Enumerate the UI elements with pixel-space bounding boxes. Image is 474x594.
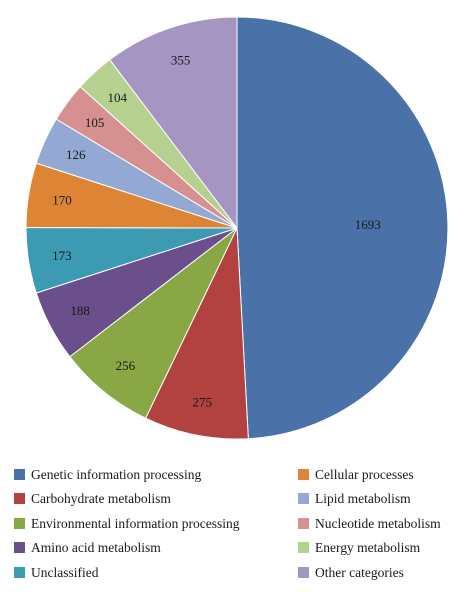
legend-label: Environmental information processing bbox=[31, 515, 240, 531]
pie-slice-genetic-information-processing bbox=[236, 16, 449, 440]
legend-swatch bbox=[298, 468, 309, 480]
legend-label: Amino acid metabolism bbox=[31, 540, 161, 555]
slice-value-label-other-categories: 355 bbox=[171, 52, 191, 67]
legend-label: Nucleotide metabolism bbox=[315, 515, 441, 531]
slice-value-label-amino-acid-metabolism: 188 bbox=[70, 303, 90, 318]
pie-slice-environmental-information-processing bbox=[69, 227, 238, 419]
legend-label: Lipid metabolism bbox=[315, 491, 411, 506]
slice-value-label-nucleotide-metabolism: 105 bbox=[85, 115, 105, 130]
pie-slice-carbohydrate-metabolism bbox=[144, 227, 249, 440]
slice-value-label-energy-metabolism: 104 bbox=[107, 90, 127, 105]
legend-item-environmental-information-processing: Environmental information processing bbox=[14, 511, 298, 536]
legend-item-other-categories: Other categories bbox=[298, 560, 468, 585]
slice-value-label-unclassified: 173 bbox=[52, 248, 72, 263]
legend-label: Energy metabolism bbox=[315, 540, 421, 555]
legend-swatch bbox=[14, 566, 25, 578]
legend-label: Carbohydrate metabolism bbox=[31, 491, 171, 506]
legend-swatch bbox=[298, 566, 309, 578]
chart-legend: Genetic information processing Cellular p… bbox=[14, 462, 470, 585]
legend-swatch bbox=[298, 517, 309, 529]
legend-item-unclassified: Unclassified bbox=[14, 560, 298, 585]
slice-value-label-genetic-information-processing: 1693 bbox=[355, 217, 381, 232]
legend-item-nucleotide-metabolism: Nucleotide metabolism bbox=[298, 511, 468, 536]
pie-slices bbox=[25, 16, 449, 440]
legend-swatch bbox=[14, 493, 25, 505]
legend-item-lipid-metabolism: Lipid metabolism bbox=[298, 487, 468, 512]
legend-swatch bbox=[14, 542, 25, 554]
legend-item-carbohydrate-metabolism: Carbohydrate metabolism bbox=[14, 487, 298, 512]
slice-value-label-environmental-information-processing: 256 bbox=[116, 358, 136, 373]
legend-swatch bbox=[298, 493, 309, 505]
legend-swatch bbox=[14, 517, 25, 529]
legend-item-amino-acid-metabolism: Amino acid metabolism bbox=[14, 536, 298, 561]
legend-item-cellular-processes: Cellular processes bbox=[298, 462, 468, 487]
legend-label: Genetic information processing bbox=[31, 466, 202, 482]
legend-swatch bbox=[298, 542, 309, 554]
pie-slice-other-categories bbox=[109, 16, 238, 230]
slice-value-label-lipid-metabolism: 126 bbox=[66, 147, 86, 162]
legend-label: Cellular processes bbox=[315, 466, 414, 482]
legend-label: Unclassified bbox=[31, 564, 99, 580]
slice-value-label-carbohydrate-metabolism: 275 bbox=[193, 394, 213, 409]
legend-item-energy-metabolism: Energy metabolism bbox=[298, 536, 468, 561]
legend-swatch bbox=[14, 468, 25, 480]
legend-label: Other categories bbox=[315, 564, 404, 580]
slice-value-label-cellular-processes: 170 bbox=[52, 193, 72, 208]
legend-item-genetic-information-processing: Genetic information processing bbox=[14, 462, 298, 487]
